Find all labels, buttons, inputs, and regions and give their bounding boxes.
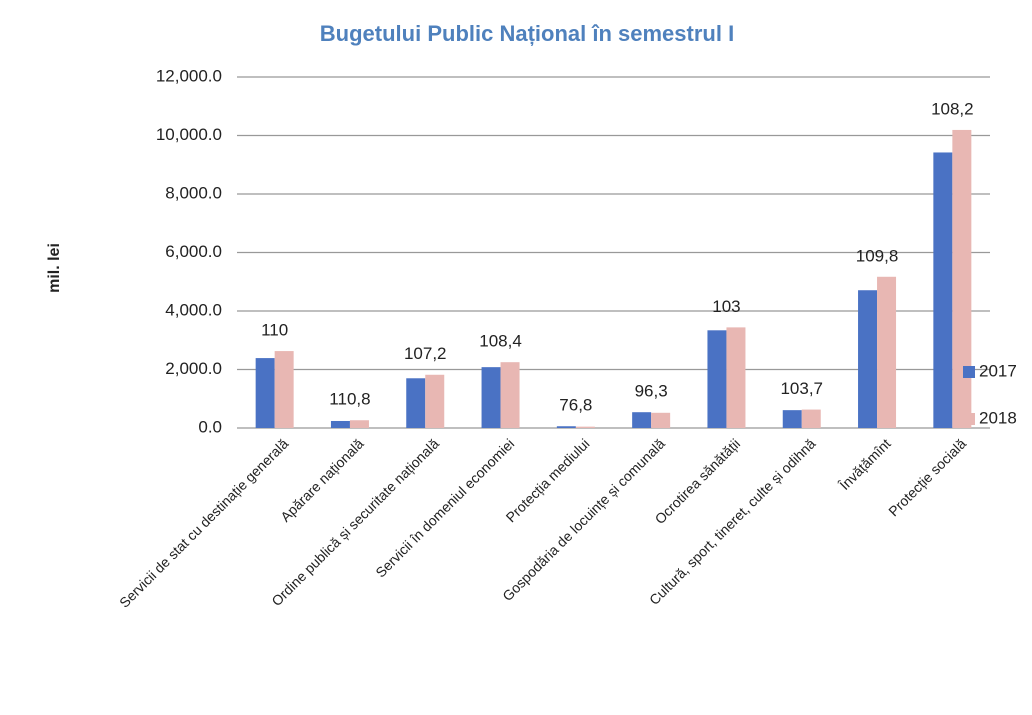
x-tick-label: Protecție socială bbox=[885, 435, 969, 519]
bar bbox=[726, 327, 746, 428]
legend-label: 2018 bbox=[979, 408, 1017, 427]
bar bbox=[952, 129, 972, 428]
bar bbox=[425, 374, 445, 428]
bar bbox=[782, 410, 802, 428]
annotation: 110,8 bbox=[329, 390, 370, 409]
y-tick-label: 4,000.0 bbox=[165, 300, 222, 319]
annotation: 96,3 bbox=[635, 382, 668, 401]
bar bbox=[481, 367, 501, 428]
bar bbox=[556, 426, 576, 428]
bar bbox=[877, 276, 897, 428]
bar bbox=[330, 420, 350, 428]
bar bbox=[406, 378, 426, 428]
bar bbox=[500, 362, 520, 428]
y-tick-label: 2,000.0 bbox=[165, 359, 222, 378]
bar bbox=[274, 351, 294, 428]
annotation: 103,7 bbox=[780, 379, 823, 398]
x-tick-label: Învățămînt bbox=[836, 435, 894, 493]
annotation: 109,8 bbox=[856, 246, 899, 265]
x-tick-label: Gospodăria de locuințe și comunală bbox=[499, 435, 668, 604]
annotation: 108,2 bbox=[931, 99, 974, 118]
bar bbox=[707, 330, 727, 428]
y-tick-label: 6,000.0 bbox=[165, 242, 222, 261]
bar bbox=[858, 290, 878, 428]
y-tick-label: 8,000.0 bbox=[165, 183, 222, 202]
bar bbox=[651, 412, 671, 428]
y-tick-label: 0.0 bbox=[198, 417, 222, 436]
chart-title: Bugetului Public Național în semestrul I bbox=[320, 21, 734, 46]
legend-swatch bbox=[963, 413, 975, 425]
legend-swatch bbox=[963, 366, 975, 378]
bar bbox=[933, 152, 953, 428]
x-tick-label: Cultură, sport, tineret, culte și odihnă bbox=[646, 435, 819, 608]
annotation: 76,8 bbox=[559, 396, 592, 415]
annotation: 108,4 bbox=[479, 332, 522, 351]
x-tick-label: Ordine publică și securitate națională bbox=[268, 435, 442, 609]
y-tick-label: 10,000.0 bbox=[156, 125, 222, 144]
legend-label: 2017 bbox=[979, 361, 1017, 380]
annotation: 110 bbox=[261, 321, 288, 340]
bar bbox=[575, 426, 595, 428]
y-axis-label: mil. lei bbox=[46, 243, 63, 293]
bar bbox=[349, 420, 369, 428]
bar bbox=[632, 412, 652, 428]
bar bbox=[801, 409, 821, 428]
x-tick-label: Servicii de stat cu destinație generală bbox=[116, 435, 291, 610]
annotation: 103 bbox=[712, 297, 740, 316]
y-tick-label: 12,000.0 bbox=[156, 66, 222, 85]
bar bbox=[255, 358, 275, 428]
annotation: 107,2 bbox=[404, 344, 447, 363]
x-tick-label: Servicii în domeniul economiei bbox=[372, 435, 517, 580]
